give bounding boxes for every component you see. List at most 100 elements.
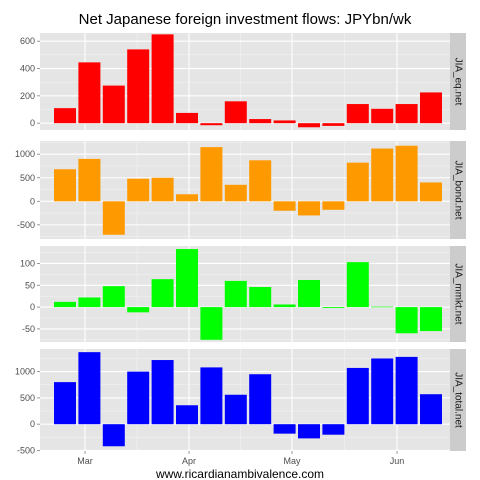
bar xyxy=(322,307,345,308)
y-tick-label: 500 xyxy=(20,173,35,183)
bar xyxy=(273,304,296,308)
panel-3: -500 0 500 1000 JIA_total.net xyxy=(15,349,466,455)
y-tick-label: 1000 xyxy=(15,367,35,377)
x-tick-label: May xyxy=(283,456,301,466)
bar xyxy=(78,158,101,202)
bar xyxy=(249,374,272,425)
bar xyxy=(54,169,76,202)
chart-panels: 0200400600JIA_eq.net-50005001000JIA_bond… xyxy=(15,33,466,455)
bar xyxy=(54,108,76,124)
y-tick-label: 400 xyxy=(20,64,35,74)
bar xyxy=(200,307,223,340)
bar xyxy=(322,201,345,210)
bar xyxy=(102,286,125,308)
bar xyxy=(371,358,394,425)
bar xyxy=(298,201,320,216)
y-tick-label: -50 xyxy=(22,324,35,334)
y-tick-label: 0 xyxy=(30,118,35,128)
facet-strip xyxy=(450,246,466,342)
bar xyxy=(200,147,223,202)
bar xyxy=(200,123,223,126)
bar xyxy=(54,301,76,308)
y-tick-label: 1000 xyxy=(15,149,35,159)
bar xyxy=(127,307,150,313)
bar xyxy=(298,123,320,128)
bar xyxy=(176,249,198,308)
bar xyxy=(127,178,150,202)
bar xyxy=(176,112,198,124)
y-tick-label: 0 xyxy=(30,419,35,429)
bar xyxy=(371,108,394,124)
bar xyxy=(346,162,369,202)
y-tick-label: 50 xyxy=(25,280,35,290)
panel-1: -500 0 500 1000 JIA_bond.net xyxy=(15,141,466,239)
bar xyxy=(273,424,296,434)
bar xyxy=(151,360,174,425)
bar xyxy=(298,424,320,439)
bar xyxy=(420,92,442,124)
bar xyxy=(224,184,247,202)
x-tick-label: Jun xyxy=(390,456,405,466)
bar xyxy=(273,201,296,211)
y-tick-label: -500 xyxy=(17,445,35,455)
bar xyxy=(224,394,247,425)
bar xyxy=(420,307,442,332)
bar xyxy=(151,177,174,202)
facet-strip xyxy=(450,141,466,239)
bar xyxy=(54,382,76,425)
panel-2: -50 0 50 100 JIA_mmkt.net xyxy=(20,246,466,342)
x-tick-label: Apr xyxy=(182,456,196,466)
bar xyxy=(151,279,174,308)
y-tick-label: 100 xyxy=(20,258,35,268)
bar xyxy=(346,367,369,425)
bar xyxy=(371,148,394,202)
bar xyxy=(127,371,150,425)
x-tick-label: Mar xyxy=(77,456,93,466)
bar xyxy=(151,34,174,124)
y-tick-label: 600 xyxy=(20,36,35,46)
bar xyxy=(249,287,272,308)
facet-strip-label: JIA_total.net xyxy=(452,372,463,428)
bar xyxy=(78,297,101,308)
bar xyxy=(395,307,418,334)
facet-strip xyxy=(450,33,466,130)
bar xyxy=(224,280,247,308)
bar xyxy=(102,201,125,235)
source-credit: www.ricardianambivalence.com xyxy=(155,467,324,480)
panel-0: 0 200 400 600 JIA_eq.net xyxy=(20,33,466,130)
bar xyxy=(420,394,442,425)
facet-strip-label: JIA_bond.net xyxy=(452,161,463,220)
bar xyxy=(127,49,150,124)
bar xyxy=(371,306,394,308)
y-tick-label: -500 xyxy=(17,220,35,230)
bar xyxy=(420,182,442,202)
y-tick-label: 0 xyxy=(30,302,35,312)
facet-strip-label: JIA_mmkt.net xyxy=(452,263,463,324)
bar xyxy=(176,405,198,425)
bar xyxy=(346,104,369,124)
bar xyxy=(176,194,198,202)
x-axis: Mar Apr May Jun xyxy=(77,451,404,466)
bar xyxy=(249,119,272,124)
y-tick-label: 0 xyxy=(30,196,35,206)
facet-strip-label: JIA_eq.net xyxy=(452,58,463,106)
bar xyxy=(78,62,101,124)
bar xyxy=(395,145,418,202)
bar xyxy=(346,262,369,308)
bar xyxy=(395,356,418,425)
bar xyxy=(298,280,320,308)
bar xyxy=(78,352,101,425)
bar xyxy=(322,424,345,435)
bar xyxy=(200,367,223,425)
facet-strip xyxy=(450,349,466,451)
bar xyxy=(249,160,272,202)
bar xyxy=(273,120,296,124)
bar xyxy=(102,85,125,124)
bar xyxy=(395,104,418,124)
bar xyxy=(322,123,345,126)
y-tick-label: 500 xyxy=(20,393,35,403)
bar xyxy=(102,424,125,447)
y-tick-label: 200 xyxy=(20,91,35,101)
bar xyxy=(224,101,247,124)
